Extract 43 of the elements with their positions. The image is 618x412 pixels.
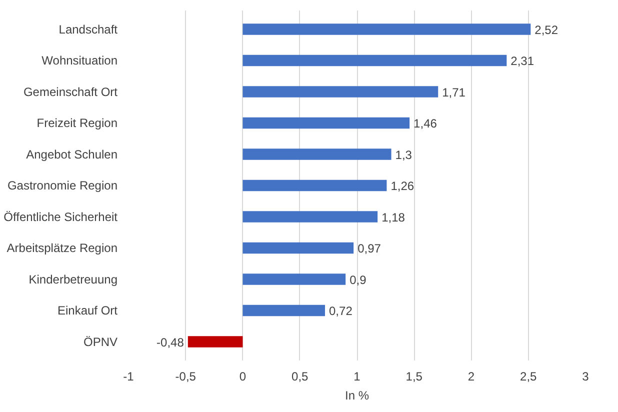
data-label: 1,26 (390, 179, 414, 193)
bar (242, 24, 531, 35)
data-label: 1,3 (395, 148, 412, 162)
x-tick-label: -0,5 (175, 370, 196, 384)
data-label: 1,18 (382, 210, 406, 224)
x-tick-label: 0 (239, 370, 246, 384)
bar (242, 180, 387, 192)
data-label: 0,72 (329, 304, 353, 318)
y-tick-label: Angebot Schulen (26, 147, 118, 162)
data-label: 1,46 (414, 116, 438, 130)
bar (242, 211, 378, 222)
data-label: 1,71 (442, 85, 466, 100)
x-tick-label: -1 (123, 370, 134, 384)
y-tick-label: Gemeinschaft Ort (23, 84, 118, 99)
data-label: 0,97 (358, 242, 382, 256)
bar (242, 148, 392, 160)
y-tick-label: Kinderbetreuung (28, 272, 118, 286)
x-tick-label: 0,5 (292, 370, 309, 384)
bar (242, 242, 354, 254)
data-label: 0,9 (350, 272, 367, 287)
y-tick-label: Landschaft (58, 22, 118, 36)
x-tick-label: 2,5 (520, 370, 538, 384)
bar (242, 274, 346, 285)
y-tick-label: Freizeit Region (36, 116, 118, 130)
x-tick-label: 2 (468, 370, 475, 384)
y-tick-label: Öffentliche Sicherheit (4, 210, 118, 224)
data-label: -0,48 (156, 335, 184, 350)
y-tick-label: Gastronomie Region (7, 178, 118, 192)
y-tick-label: ÖPNV (83, 334, 118, 349)
x-tick-label: 3 (582, 370, 590, 384)
y-tick-label: Arbeitsplätze Region (6, 241, 118, 255)
y-tick-label: Einkauf Ort (57, 304, 118, 318)
y-tick-label: Wohnsituation (42, 54, 118, 68)
bar (242, 304, 326, 316)
bar (188, 336, 243, 348)
x-axis-title: In % (344, 388, 370, 402)
data-label: 2,52 (534, 22, 558, 37)
x-tick-label: 1,5 (406, 370, 423, 384)
x-tick-label: 1 (354, 370, 361, 384)
bar (242, 86, 438, 98)
data-label: 2,31 (510, 54, 534, 68)
bar (242, 54, 507, 66)
bar (242, 117, 410, 129)
